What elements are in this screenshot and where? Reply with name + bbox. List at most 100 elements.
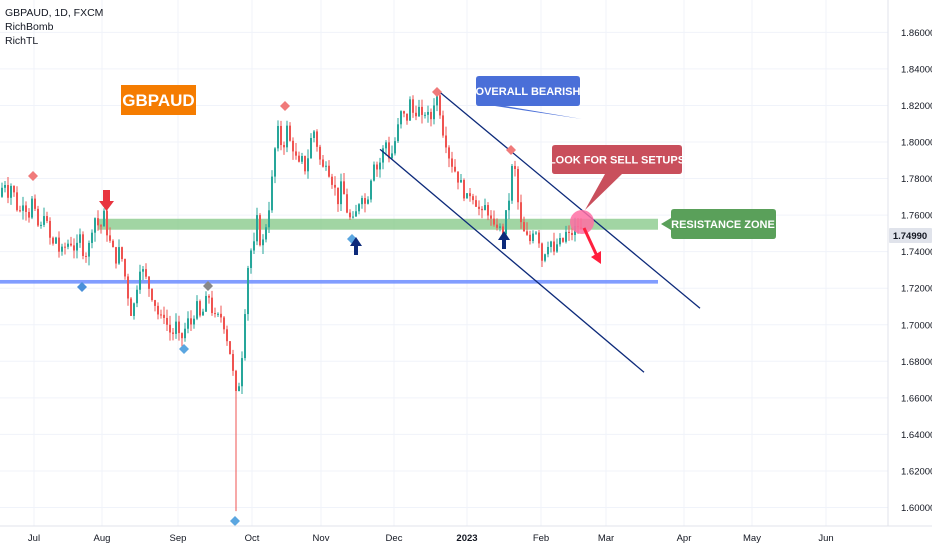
price-tick-label: 1.78000 — [901, 174, 932, 185]
sell-signal-icon — [432, 87, 442, 97]
candle-body — [397, 124, 399, 142]
candle-body — [184, 328, 186, 339]
candle-body — [181, 333, 183, 339]
candle-body — [76, 242, 78, 251]
candle-body — [205, 295, 207, 312]
candle-body — [157, 305, 159, 315]
candle-body — [373, 164, 375, 181]
channel-upper-line[interactable] — [435, 88, 701, 309]
indicator-richbomb[interactable]: RichBomb — [5, 21, 54, 33]
candle-body — [367, 199, 369, 204]
candle-body — [466, 193, 468, 199]
candle-body — [382, 148, 384, 163]
candle-body — [415, 112, 417, 117]
support-zone — [0, 279, 658, 284]
last-price-tag: 1.74990 — [889, 228, 932, 243]
candle-body — [307, 158, 309, 172]
symbol-line[interactable]: GBPAUD, 1D, FXCM — [5, 7, 104, 19]
candle-body — [82, 234, 84, 256]
time-scale[interactable]: Jul Aug Sep Oct Nov Dec 2023 Feb Mar Apr May Jun — [28, 533, 834, 544]
candle-body — [493, 218, 495, 225]
channel-lower-line[interactable] — [379, 148, 645, 373]
candle-body — [235, 370, 237, 392]
candle-body — [280, 125, 282, 146]
candle-body — [352, 216, 354, 218]
price-tick-label: 1.60000 — [901, 503, 932, 514]
candle-body — [403, 111, 405, 114]
candle-body — [370, 180, 372, 200]
time-tick-label: May — [743, 533, 761, 544]
candle-body — [568, 231, 570, 233]
candle-body — [136, 289, 138, 304]
time-tick-label: Jul — [28, 533, 40, 544]
candle-body — [73, 245, 75, 251]
candle-body — [355, 211, 357, 217]
price-tick-label: 1.82000 — [901, 101, 932, 112]
candle-body — [1, 187, 3, 197]
price-tick-label: 1.70000 — [901, 320, 932, 331]
candle-body — [256, 215, 258, 242]
sell-setups-text: LOOK FOR SELL SETUPS — [549, 155, 685, 167]
candle-body — [463, 179, 465, 199]
candle-body — [211, 297, 213, 314]
candle-body — [106, 210, 108, 236]
candle-body — [457, 171, 459, 183]
time-tick-label: 2023 — [456, 533, 477, 544]
candle-body — [343, 181, 345, 195]
price-tick-label: 1.66000 — [901, 393, 932, 404]
candle-body — [556, 244, 558, 252]
candle-body — [490, 215, 492, 219]
candle-body — [427, 111, 429, 115]
candle-body — [259, 215, 261, 246]
price-tick-label: 1.86000 — [901, 28, 932, 39]
candle-body — [565, 231, 567, 242]
candle-body — [160, 314, 162, 316]
candle-body — [478, 206, 480, 209]
candle-body — [199, 301, 201, 316]
candle-body — [358, 204, 360, 212]
candle-body — [70, 243, 72, 246]
candle-body — [571, 232, 573, 235]
candle-body — [385, 142, 387, 149]
price-scale[interactable]: 1.60000 1.62000 1.64000 1.66000 1.68000 1.700… — [901, 28, 932, 514]
candle-body — [151, 288, 153, 301]
candle-body — [19, 210, 21, 212]
candle-body — [277, 125, 279, 149]
time-tick-label: Apr — [677, 533, 692, 544]
candle-body — [400, 111, 402, 125]
buy-arrow-up-icon — [498, 231, 510, 249]
candle-body — [178, 321, 180, 334]
candle-body — [409, 99, 411, 121]
sell-signal-icon — [506, 145, 516, 155]
candle-body — [460, 179, 462, 183]
sell-highlight-circle — [570, 210, 594, 234]
price-tick-label: 1.64000 — [901, 430, 932, 441]
candle-body — [220, 313, 222, 318]
candle-body — [430, 111, 432, 120]
candle-body — [538, 232, 540, 244]
price-tick-label: 1.62000 — [901, 466, 932, 477]
candle-body — [175, 321, 177, 334]
candle-body — [55, 237, 57, 244]
candle-body — [49, 220, 51, 238]
indicator-richtl[interactable]: RichTL — [5, 35, 39, 47]
candle-body — [454, 166, 456, 172]
candle-body — [100, 225, 102, 227]
candle-body — [172, 332, 174, 334]
candle-body — [4, 185, 6, 188]
candle-body — [340, 181, 342, 205]
candle-body — [28, 211, 30, 218]
candle-body — [550, 241, 552, 247]
candle-body — [46, 216, 48, 221]
overall-bearish-callout: OVERALL BEARISH — [476, 76, 582, 119]
candle-body — [58, 237, 60, 252]
candle-body — [511, 165, 513, 201]
candle-body — [13, 185, 15, 193]
candle-body — [226, 329, 228, 342]
buy-signal-icon — [179, 344, 189, 354]
price-tick-label: 1.68000 — [901, 357, 932, 368]
candle-body — [298, 155, 300, 162]
price-tick-label: 1.74000 — [901, 247, 932, 258]
candle-body — [232, 354, 234, 371]
